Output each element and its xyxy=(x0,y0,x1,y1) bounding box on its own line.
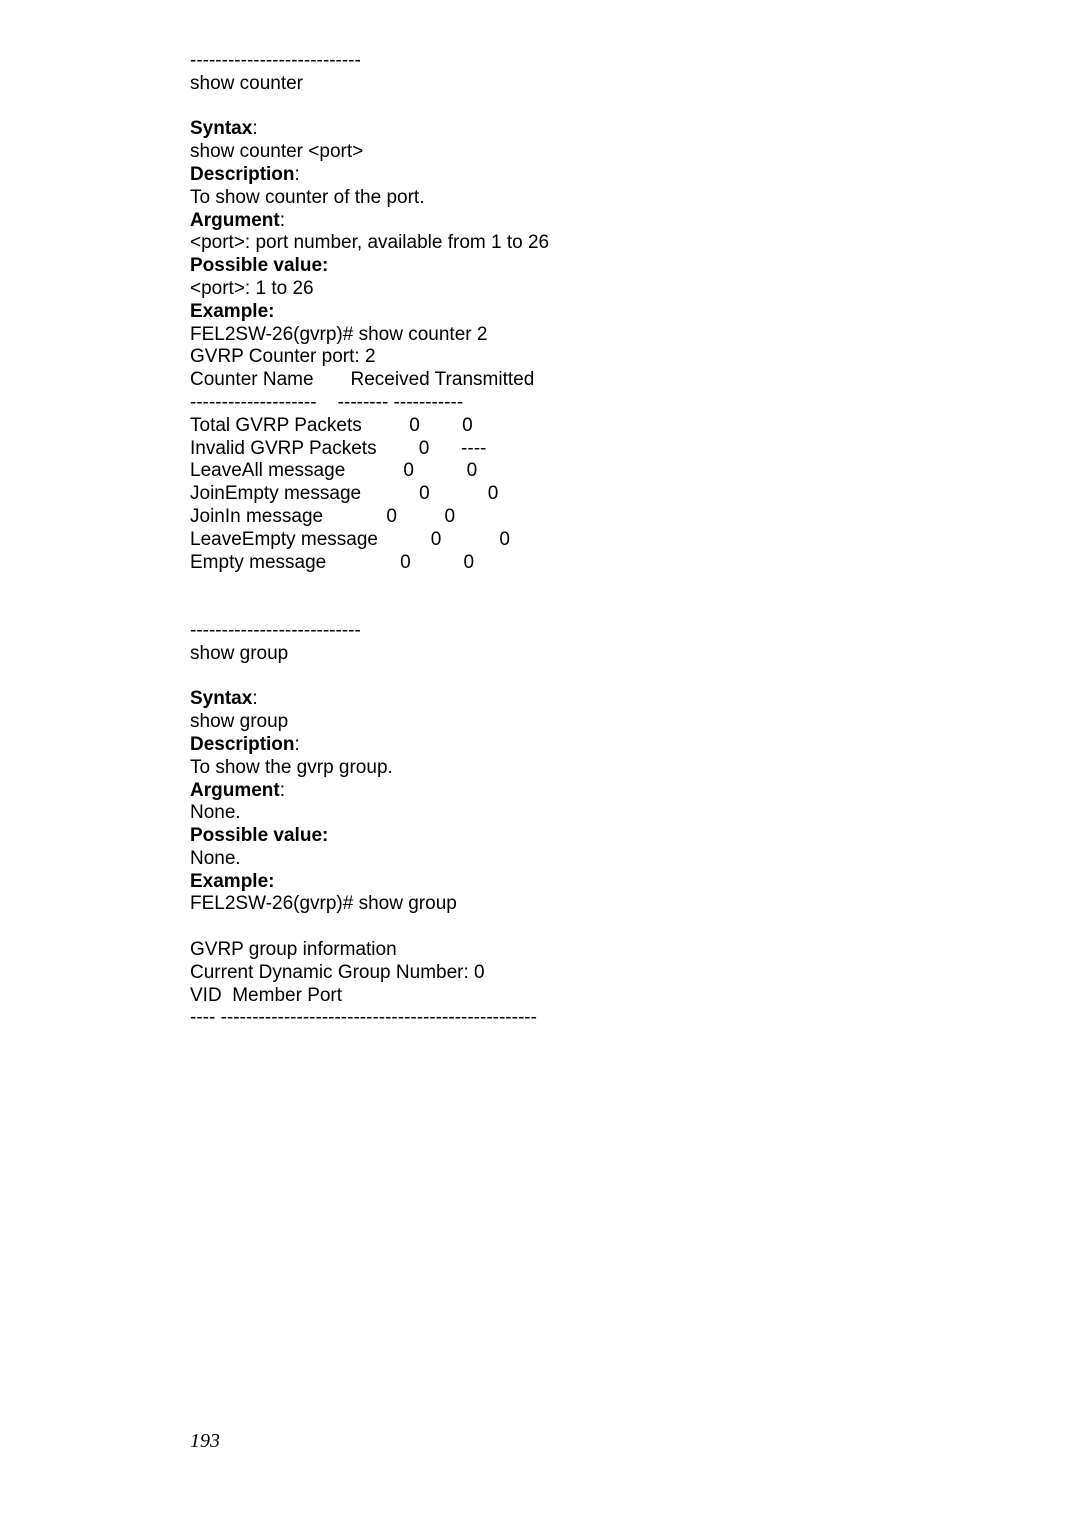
colon: : xyxy=(295,734,300,755)
vid-header: VID Member Port xyxy=(190,985,890,1008)
description-line: Description: xyxy=(190,734,890,757)
colon: : xyxy=(280,210,285,231)
section-title: show group xyxy=(190,643,890,666)
blank-line xyxy=(190,916,890,939)
colon: : xyxy=(280,780,285,801)
table-separator: ---- -----------------------------------… xyxy=(190,1007,890,1030)
argument-value: <port>: port number, available from 1 to… xyxy=(190,232,890,255)
table-row: LeaveEmpty message 0 0 xyxy=(190,529,890,552)
colon: : xyxy=(295,164,300,185)
description-value: To show counter of the port. xyxy=(190,187,890,210)
table-row: JoinEmpty message 0 0 xyxy=(190,483,890,506)
possible-value-value: <port>: 1 to 26 xyxy=(190,278,890,301)
argument-label: Argument xyxy=(190,780,280,801)
table-row: JoinIn message 0 0 xyxy=(190,506,890,529)
gvrp-counter-port: GVRP Counter port: 2 xyxy=(190,346,890,369)
example-value: FEL2SW-26(gvrp)# show counter 2 xyxy=(190,324,890,347)
table-row: Total GVRP Packets 0 0 xyxy=(190,415,890,438)
possible-value-value: None. xyxy=(190,848,890,871)
description-line: Description: xyxy=(190,164,890,187)
description-label: Description xyxy=(190,734,295,755)
possible-value-label: Possible value: xyxy=(190,255,890,278)
blank-line xyxy=(190,666,890,689)
syntax-value: show counter <port> xyxy=(190,141,890,164)
example-label: Example: xyxy=(190,301,890,324)
gvrp-dynamic-number: Current Dynamic Group Number: 0 xyxy=(190,962,890,985)
syntax-line: Syntax: xyxy=(190,118,890,141)
table-header: Counter Name Received Transmitted xyxy=(190,369,890,392)
syntax-value: show group xyxy=(190,711,890,734)
possible-value-label: Possible value: xyxy=(190,825,890,848)
page-number: 193 xyxy=(190,1430,220,1453)
blank-line xyxy=(190,597,890,620)
description-label: Description xyxy=(190,164,295,185)
syntax-label: Syntax xyxy=(190,118,252,139)
table-row: LeaveAll message 0 0 xyxy=(190,460,890,483)
example-value: FEL2SW-26(gvrp)# show group xyxy=(190,893,890,916)
example-label: Example: xyxy=(190,871,890,894)
colon: : xyxy=(252,688,257,709)
table-row: Invalid GVRP Packets 0 ---- xyxy=(190,438,890,461)
argument-line: Argument: xyxy=(190,210,890,233)
page-content: --------------------------- show counter… xyxy=(0,0,1080,1080)
blank-line xyxy=(190,574,890,597)
blank-line xyxy=(190,96,890,119)
argument-label: Argument xyxy=(190,210,280,231)
separator-line: --------------------------- xyxy=(190,620,890,643)
syntax-line: Syntax: xyxy=(190,688,890,711)
colon: : xyxy=(252,118,257,139)
argument-line: Argument: xyxy=(190,780,890,803)
argument-value: None. xyxy=(190,802,890,825)
separator-line: --------------------------- xyxy=(190,50,890,73)
section-title: show counter xyxy=(190,73,890,96)
gvrp-group-info: GVRP group information xyxy=(190,939,890,962)
syntax-label: Syntax xyxy=(190,688,252,709)
table-separator: -------------------- -------- ----------… xyxy=(190,392,890,415)
table-row: Empty message 0 0 xyxy=(190,552,890,575)
description-value: To show the gvrp group. xyxy=(190,757,890,780)
